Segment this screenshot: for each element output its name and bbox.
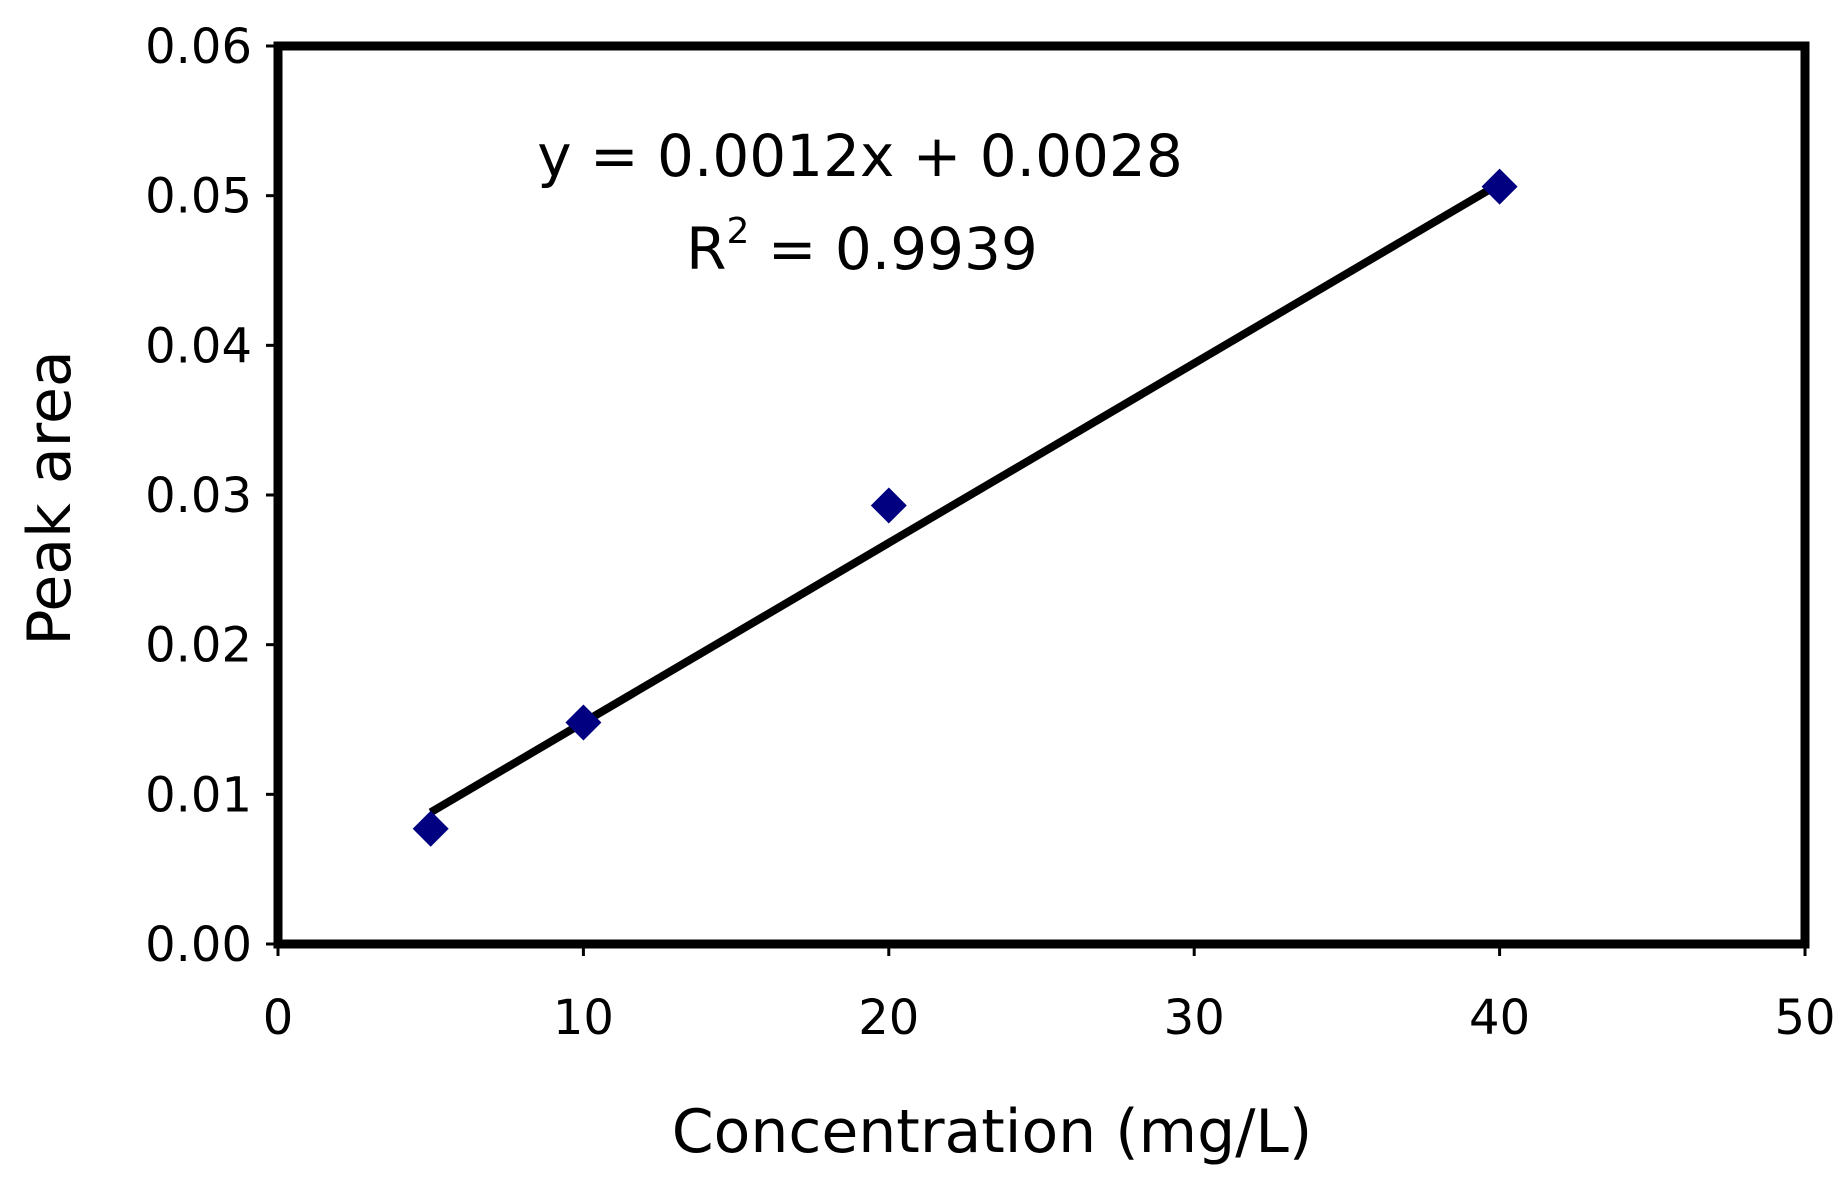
- plot-area-frame: [273, 41, 1810, 949]
- y-tick-label: 0.06: [145, 19, 252, 75]
- y-tick-label: 0.05: [145, 169, 252, 225]
- r-squared-label: R2 = 0.9939: [686, 211, 1038, 283]
- x-tick-label: 20: [858, 990, 919, 1046]
- x-tick-label: 10: [553, 990, 614, 1046]
- x-axis-ticks: 0 10 20 30 40 50: [263, 944, 1836, 1046]
- equation-label: y = 0.0012x + 0.0028: [537, 122, 1182, 190]
- r-squared-superscript: 2: [726, 211, 749, 252]
- r-squared-value: = 0.9939: [749, 215, 1037, 283]
- x-axis-title: Concentration (mg/L): [672, 1097, 1313, 1167]
- y-tick-label: 0.00: [145, 917, 252, 973]
- y-tick-label: 0.04: [145, 318, 252, 374]
- x-tick-label: 0: [263, 990, 294, 1046]
- y-tick-label: 0.03: [145, 468, 252, 524]
- y-tick-label: 0.01: [145, 767, 252, 823]
- x-tick-label: 40: [1469, 990, 1530, 1046]
- trendline: [428, 180, 1502, 816]
- data-point: [870, 487, 907, 524]
- x-tick-label: 30: [1164, 990, 1225, 1046]
- y-axis-title: Peak area: [15, 350, 85, 645]
- data-points: [412, 168, 1518, 847]
- data-point: [565, 704, 602, 741]
- y-tick-label: 0.02: [145, 618, 252, 674]
- data-point: [1481, 168, 1518, 205]
- data-point: [412, 810, 449, 847]
- r-squared-base: R: [686, 215, 726, 283]
- y-axis-ticks: 0.00 0.01 0.02 0.03 0.04 0.05 0.06: [145, 19, 278, 973]
- x-tick-label: 50: [1774, 990, 1835, 1046]
